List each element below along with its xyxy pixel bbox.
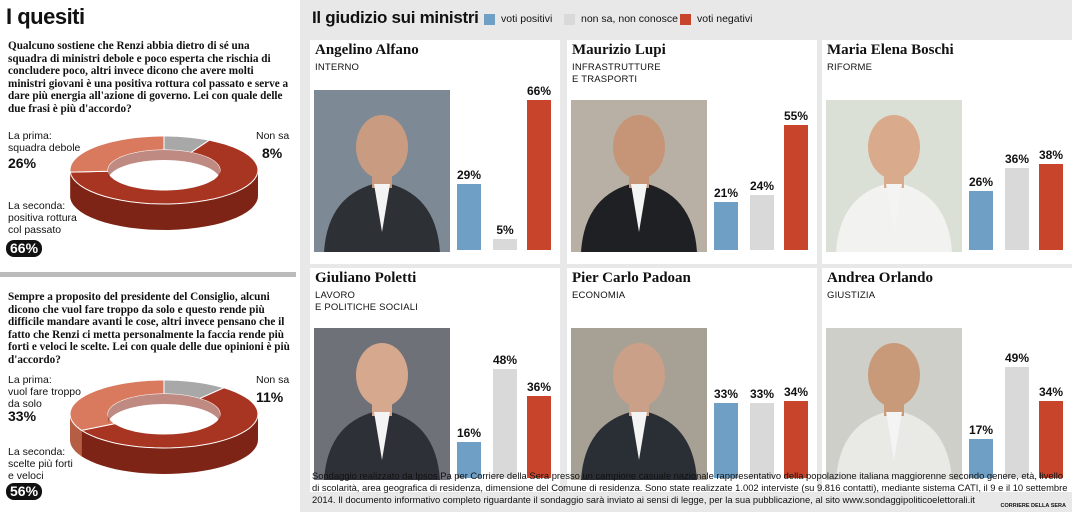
- q1-dk-pct: 8%: [262, 145, 283, 161]
- minister-panel: Pier Carlo Padoan ECONOMIA 33% 33% 34%: [567, 268, 817, 492]
- bar-neutral: [1005, 168, 1029, 250]
- legend-negative-label: voti negativi: [697, 13, 753, 25]
- donut-inner-wall: [108, 394, 220, 424]
- minister-role: RIFORME: [827, 62, 873, 73]
- quesiti-column: I quesiti Qualcuno sostiene che Renzi ab…: [0, 0, 296, 512]
- bar-value-label: 38%: [1038, 148, 1064, 162]
- bar-negative: [527, 100, 551, 250]
- legend-positive-label: voti positivi: [501, 13, 553, 25]
- bar-negative: [784, 401, 808, 478]
- bar-positive: [714, 403, 738, 478]
- bar-value-label: 16%: [456, 426, 482, 440]
- minister-name: Maria Elena Boschi: [827, 42, 954, 58]
- bar-value-label: 5%: [496, 223, 514, 237]
- bar-neutral: [750, 195, 774, 250]
- minister-name: Andrea Orlando: [827, 270, 933, 286]
- question-1-text: Qualcuno sostiene che Renzi abbia dietro…: [8, 40, 289, 115]
- bar-neutral: [1005, 367, 1029, 478]
- minister-panel: Maurizio Lupi INFRASTRUTTURE E TRASPORTI 2…: [567, 40, 817, 264]
- donut-wall: [70, 168, 258, 230]
- legend-neutral-label: non sa, non conosce: [581, 13, 678, 25]
- credit: CORRIERE DELLA SERA: [1000, 503, 1067, 509]
- minister-name: Maurizio Lupi: [572, 42, 666, 58]
- q2-dk-pct: 11%: [256, 389, 284, 405]
- bar-value-label: 26%: [968, 175, 994, 189]
- donut-wall: [70, 413, 82, 457]
- bar-value-label: 21%: [713, 186, 739, 200]
- bar-positive: [457, 442, 481, 478]
- minister-panel: Giuliano Poletti LAVORO E POLITICHE SOCIA…: [310, 268, 560, 492]
- bar-value-label: 49%: [1004, 351, 1030, 365]
- minister-role: GIUSTIZIA: [827, 290, 876, 301]
- minister-panel: Maria Elena Boschi RIFORME 26% 36% 38%: [822, 40, 1072, 264]
- bar-negative: [1039, 401, 1063, 478]
- donut-inner-wall: [108, 150, 220, 180]
- minister-role: INFRASTRUTTURE E TRASPORTI: [572, 62, 661, 85]
- bar-negative: [784, 125, 808, 250]
- q2-dk-label: Non sa: [256, 374, 290, 386]
- q2-second-label: La seconda: scelte più forti e veloci: [8, 446, 73, 482]
- bar-value-label: 48%: [492, 353, 518, 367]
- bar-negative: [1039, 164, 1063, 250]
- methodology-text: Sondaggio realizzato da Ipsos Pa per Cor…: [312, 470, 1068, 505]
- divider: [0, 272, 296, 277]
- minister-photo: [826, 328, 962, 480]
- donut-chart-q2: [69, 379, 259, 474]
- bar-positive: [457, 184, 481, 250]
- minister-photo: [571, 100, 707, 252]
- q2-second-pct: 56%: [6, 483, 43, 500]
- ministers-title: Il giudizio sui ministri: [312, 8, 479, 27]
- q2-first-pct: 33%: [8, 408, 37, 424]
- bar-value-label: 55%: [783, 109, 809, 123]
- bar-value-label: 34%: [783, 385, 809, 399]
- bar-neutral: [750, 403, 774, 478]
- bar-value-label: 33%: [713, 387, 739, 401]
- minister-panel: Andrea Orlando GIUSTIZIA 17% 49% 34%: [822, 268, 1072, 492]
- legend-positive: voti positivi: [484, 13, 552, 25]
- minister-name: Giuliano Poletti: [315, 270, 417, 286]
- legend-neutral: non sa, non conosce: [564, 13, 678, 25]
- bar-value-label: 36%: [526, 380, 552, 394]
- q1-first-label: La prima: squadra debole: [8, 130, 81, 154]
- question-2-text: Sempre a proposito del presidente del Co…: [8, 291, 290, 366]
- legend-negative-swatch: [680, 13, 691, 25]
- donut-chart-q1: [69, 135, 259, 230]
- q1-first-pct: 26%: [8, 155, 37, 171]
- minister-role: INTERNO: [315, 62, 360, 73]
- methodology-note: Sondaggio realizzato da Ipsos Pa per Cor…: [312, 470, 1068, 506]
- bar-positive: [969, 191, 993, 250]
- ministers-section: Il giudizio sui ministri voti positivi n…: [300, 0, 1072, 512]
- minister-role: LAVORO E POLITICHE SOCIALI: [315, 290, 419, 313]
- bar-value-label: 29%: [456, 168, 482, 182]
- legend-positive-swatch: [484, 13, 495, 25]
- bar-value-label: 33%: [749, 387, 775, 401]
- donut-wall: [81, 414, 258, 474]
- bar-positive: [969, 439, 993, 478]
- minister-panel: Angelino Alfano INTERNO 29% 5% 66%: [310, 40, 560, 264]
- q1-dk-label: Non sa: [256, 130, 290, 142]
- q1-second-pct: 66%: [6, 240, 43, 257]
- minister-photo: [826, 100, 962, 252]
- bar-neutral: [493, 239, 517, 250]
- minister-name: Pier Carlo Padoan: [572, 270, 691, 286]
- legend-negative: voti negativi: [680, 13, 752, 25]
- minister-photo: [314, 328, 450, 480]
- bar-value-label: 36%: [1004, 152, 1030, 166]
- bar-value-label: 34%: [1038, 385, 1064, 399]
- minister-role: ECONOMIA: [572, 290, 626, 301]
- bar-value-label: 24%: [749, 179, 775, 193]
- bar-value-label: 66%: [526, 84, 552, 98]
- q1-second-label: La seconda: positiva rottura col passato: [8, 200, 77, 236]
- minister-name: Angelino Alfano: [315, 42, 419, 58]
- q2-first-label: La prima: vuol fare troppo da solo: [8, 374, 81, 410]
- legend-neutral-swatch: [564, 13, 575, 25]
- minister-photo: [571, 328, 707, 480]
- bar-neutral: [493, 369, 517, 478]
- bar-negative: [527, 396, 551, 478]
- minister-photo: [314, 90, 450, 252]
- bar-value-label: 17%: [968, 423, 994, 437]
- quesiti-heading: I quesiti: [6, 4, 85, 29]
- bar-positive: [714, 202, 738, 250]
